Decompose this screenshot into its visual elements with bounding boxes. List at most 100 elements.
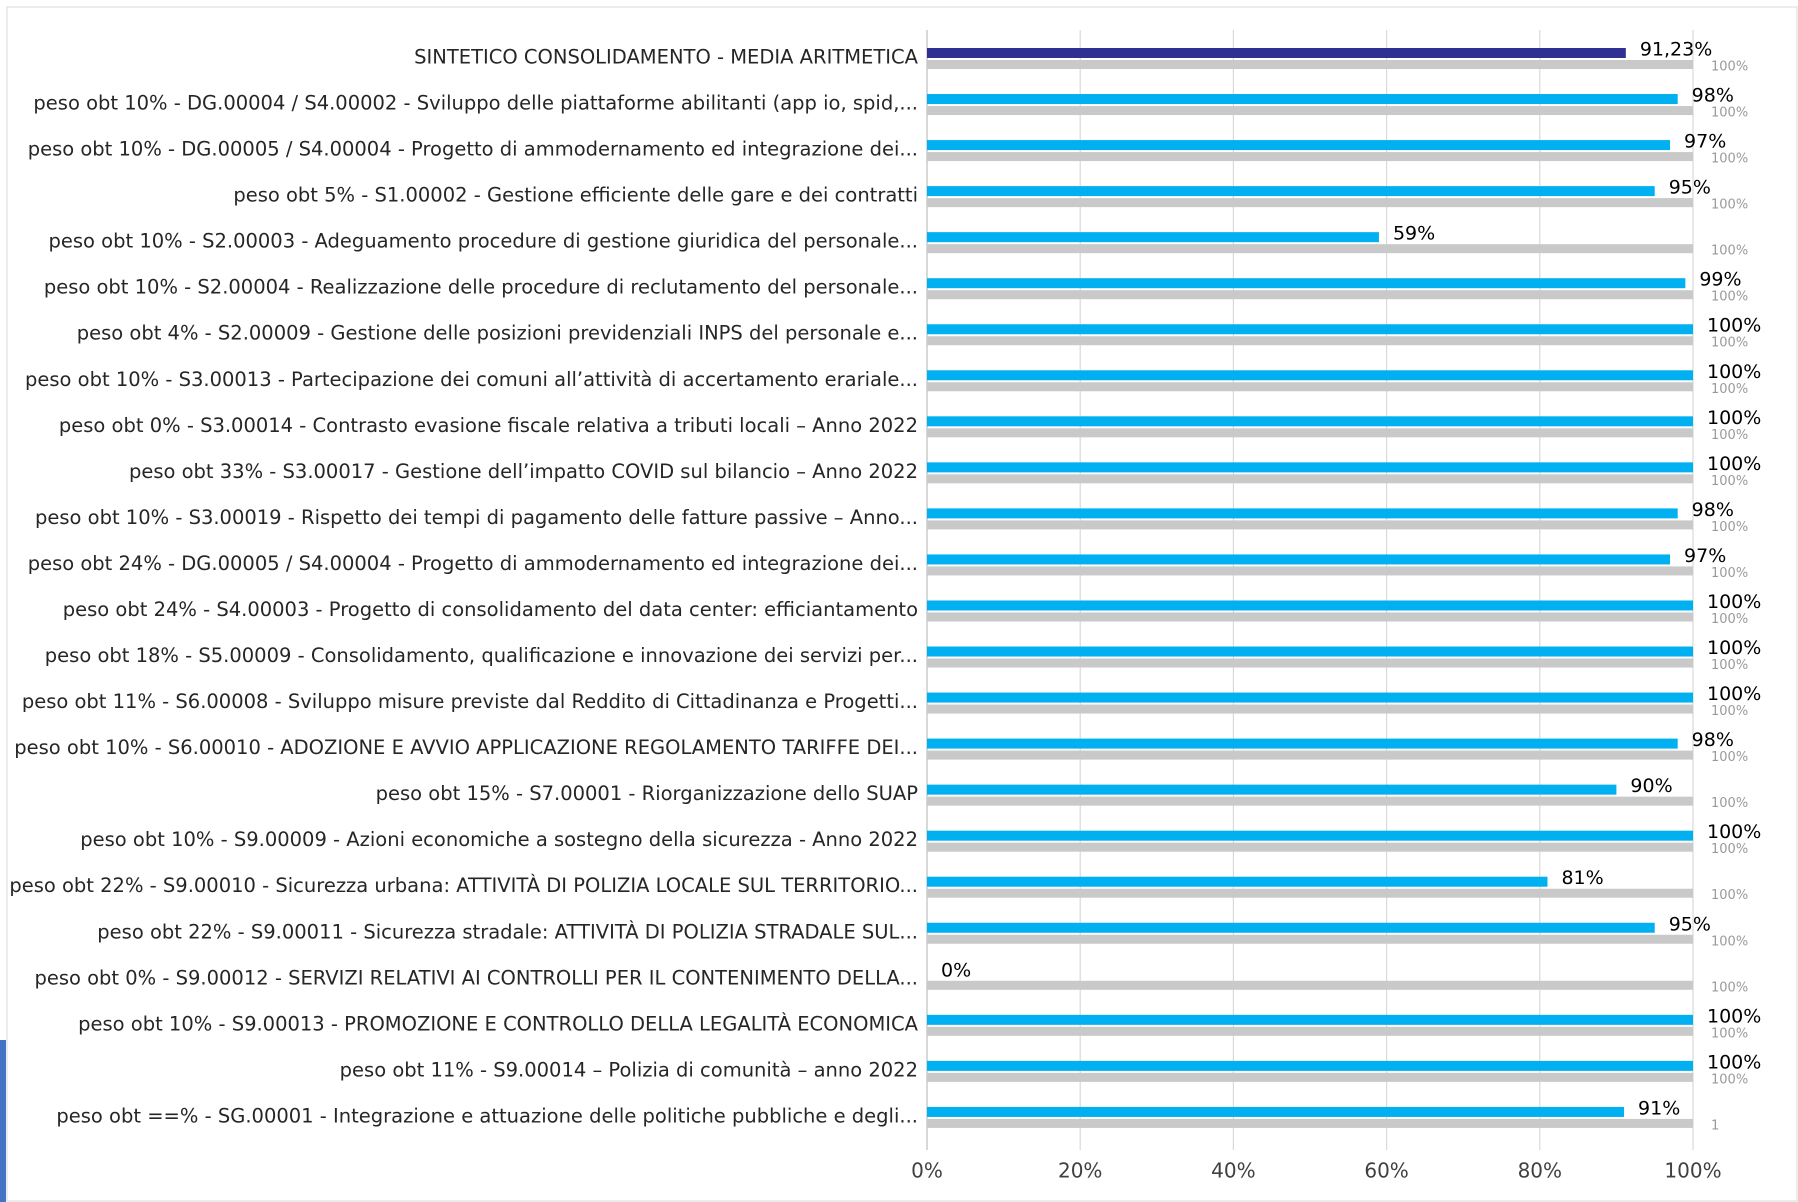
target-bar [927, 1072, 1693, 1082]
target-bar [927, 796, 1693, 806]
target-bar [927, 474, 1693, 484]
category-label: peso obt 0% - S9.00012 - SERVIZI RELATIV… [34, 966, 918, 989]
bar [927, 784, 1617, 795]
bar [927, 370, 1693, 381]
category-label: peso obt 22% - S9.00010 - Sicurezza urba… [9, 874, 918, 897]
category-label: peso obt 22% - S9.00011 - Sicurezza stra… [97, 920, 918, 943]
target-label: 100% [1711, 152, 1748, 167]
edge-accent [0, 1040, 6, 1202]
target-bar [927, 106, 1693, 116]
target-bar [927, 198, 1693, 208]
bar [927, 1060, 1693, 1071]
category-label: peso obt 10% - DG.00004 / S4.00002 - Svi… [33, 92, 918, 115]
value-label: 100% [1707, 591, 1761, 613]
value-label: 90% [1630, 775, 1672, 797]
value-label: 81% [1561, 867, 1603, 889]
target-label: 100% [1711, 244, 1748, 259]
x-tick-label: 100% [1664, 1159, 1721, 1183]
target-label: 100% [1711, 842, 1748, 857]
target-label: 100% [1711, 336, 1748, 351]
x-tick-label: 60% [1364, 1159, 1408, 1183]
target-label: 100% [1711, 474, 1748, 489]
value-label: 100% [1707, 1051, 1761, 1073]
category-label: peso obt 5% - S1.00002 - Gestione effici… [233, 184, 918, 207]
bar [927, 186, 1655, 197]
target-bar [927, 152, 1693, 162]
category-label: peso obt 33% - S3.00017 - Gestione dell’… [129, 460, 918, 483]
value-label: 100% [1707, 315, 1761, 337]
category-label: peso obt 10% - S2.00003 - Adeguamento pr… [49, 230, 918, 253]
category-label: peso obt 10% - S2.00004 - Realizzazione … [44, 276, 918, 299]
category-label: peso obt 4% - S2.00009 - Gestione delle … [77, 322, 918, 345]
target-bar [927, 750, 1693, 760]
category-label: peso obt 10% - S6.00010 - ADOZIONE E AVV… [14, 736, 918, 759]
target-bar [927, 1118, 1693, 1128]
category-label: peso obt 10% - DG.00005 / S4.00004 - Pro… [28, 138, 918, 161]
category-label: peso obt 10% - S9.00009 - Azioni economi… [80, 828, 918, 851]
value-label: 100% [1707, 453, 1761, 475]
value-label: 100% [1707, 821, 1761, 843]
value-label: 99% [1699, 269, 1741, 291]
value-label: 98% [1692, 499, 1734, 521]
target-bar [927, 60, 1693, 69]
target-label: 100% [1711, 658, 1748, 673]
chart-frame [6, 6, 1798, 1202]
bar [927, 140, 1671, 151]
value-label: 100% [1707, 683, 1761, 705]
target-bar [927, 382, 1693, 392]
category-label: peso obt 0% - S3.00014 - Contrasto evasi… [59, 414, 918, 437]
target-label: 100% [1711, 1026, 1748, 1041]
target-label: 100% [1711, 428, 1748, 443]
target-bar [927, 980, 1693, 990]
value-label: 95% [1669, 177, 1711, 199]
target-label: 1 [1711, 1118, 1719, 1133]
target-bar [927, 1026, 1693, 1036]
bar [927, 94, 1678, 105]
target-bar [927, 336, 1693, 346]
target-label: 100% [1711, 290, 1748, 305]
target-bar [927, 520, 1693, 530]
value-label: 91,23% [1640, 39, 1712, 61]
value-label: 97% [1684, 131, 1726, 153]
category-label: peso obt 24% - S4.00003 - Progetto di co… [63, 598, 918, 621]
target-bar [927, 566, 1693, 576]
target-label: 100% [1711, 60, 1748, 75]
category-label: peso obt ==% - SG.00001 - Integrazione e… [56, 1104, 918, 1127]
value-label: 95% [1669, 913, 1711, 935]
target-label: 100% [1711, 750, 1748, 765]
target-label: 100% [1711, 1072, 1748, 1087]
bar [927, 232, 1379, 243]
target-bar [927, 290, 1693, 300]
x-tick-label: 0% [911, 1159, 943, 1183]
target-bar [927, 934, 1693, 944]
bar [927, 324, 1693, 335]
bar [927, 1014, 1693, 1025]
bar [927, 738, 1678, 749]
bar [927, 508, 1678, 519]
x-tick-label: 40% [1211, 1159, 1255, 1183]
value-label: 100% [1707, 361, 1761, 383]
category-label: peso obt 10% - S3.00013 - Partecipazione… [25, 368, 918, 391]
target-label: 100% [1711, 980, 1748, 995]
target-bar [927, 888, 1693, 898]
target-bar [927, 428, 1693, 438]
bar [927, 830, 1693, 841]
bar [927, 1106, 1625, 1117]
target-label: 100% [1711, 888, 1748, 903]
category-label: peso obt 15% - S7.00001 - Riorganizzazio… [376, 782, 919, 805]
target-label: 100% [1711, 612, 1748, 627]
value-label: 97% [1684, 545, 1726, 567]
category-label: peso obt 24% - DG.00005 / S4.00004 - Pro… [28, 552, 918, 575]
target-bar [927, 244, 1693, 254]
target-label: 100% [1711, 934, 1748, 949]
bar [927, 876, 1548, 887]
category-label: peso obt 10% - S3.00019 - Rispetto dei t… [35, 506, 918, 529]
x-tick-label: 20% [1058, 1159, 1102, 1183]
target-bar [927, 658, 1693, 668]
bar [927, 692, 1693, 703]
target-label: 100% [1711, 198, 1748, 213]
value-label: 100% [1707, 407, 1761, 429]
value-label: 98% [1692, 85, 1734, 107]
bar [927, 922, 1655, 933]
